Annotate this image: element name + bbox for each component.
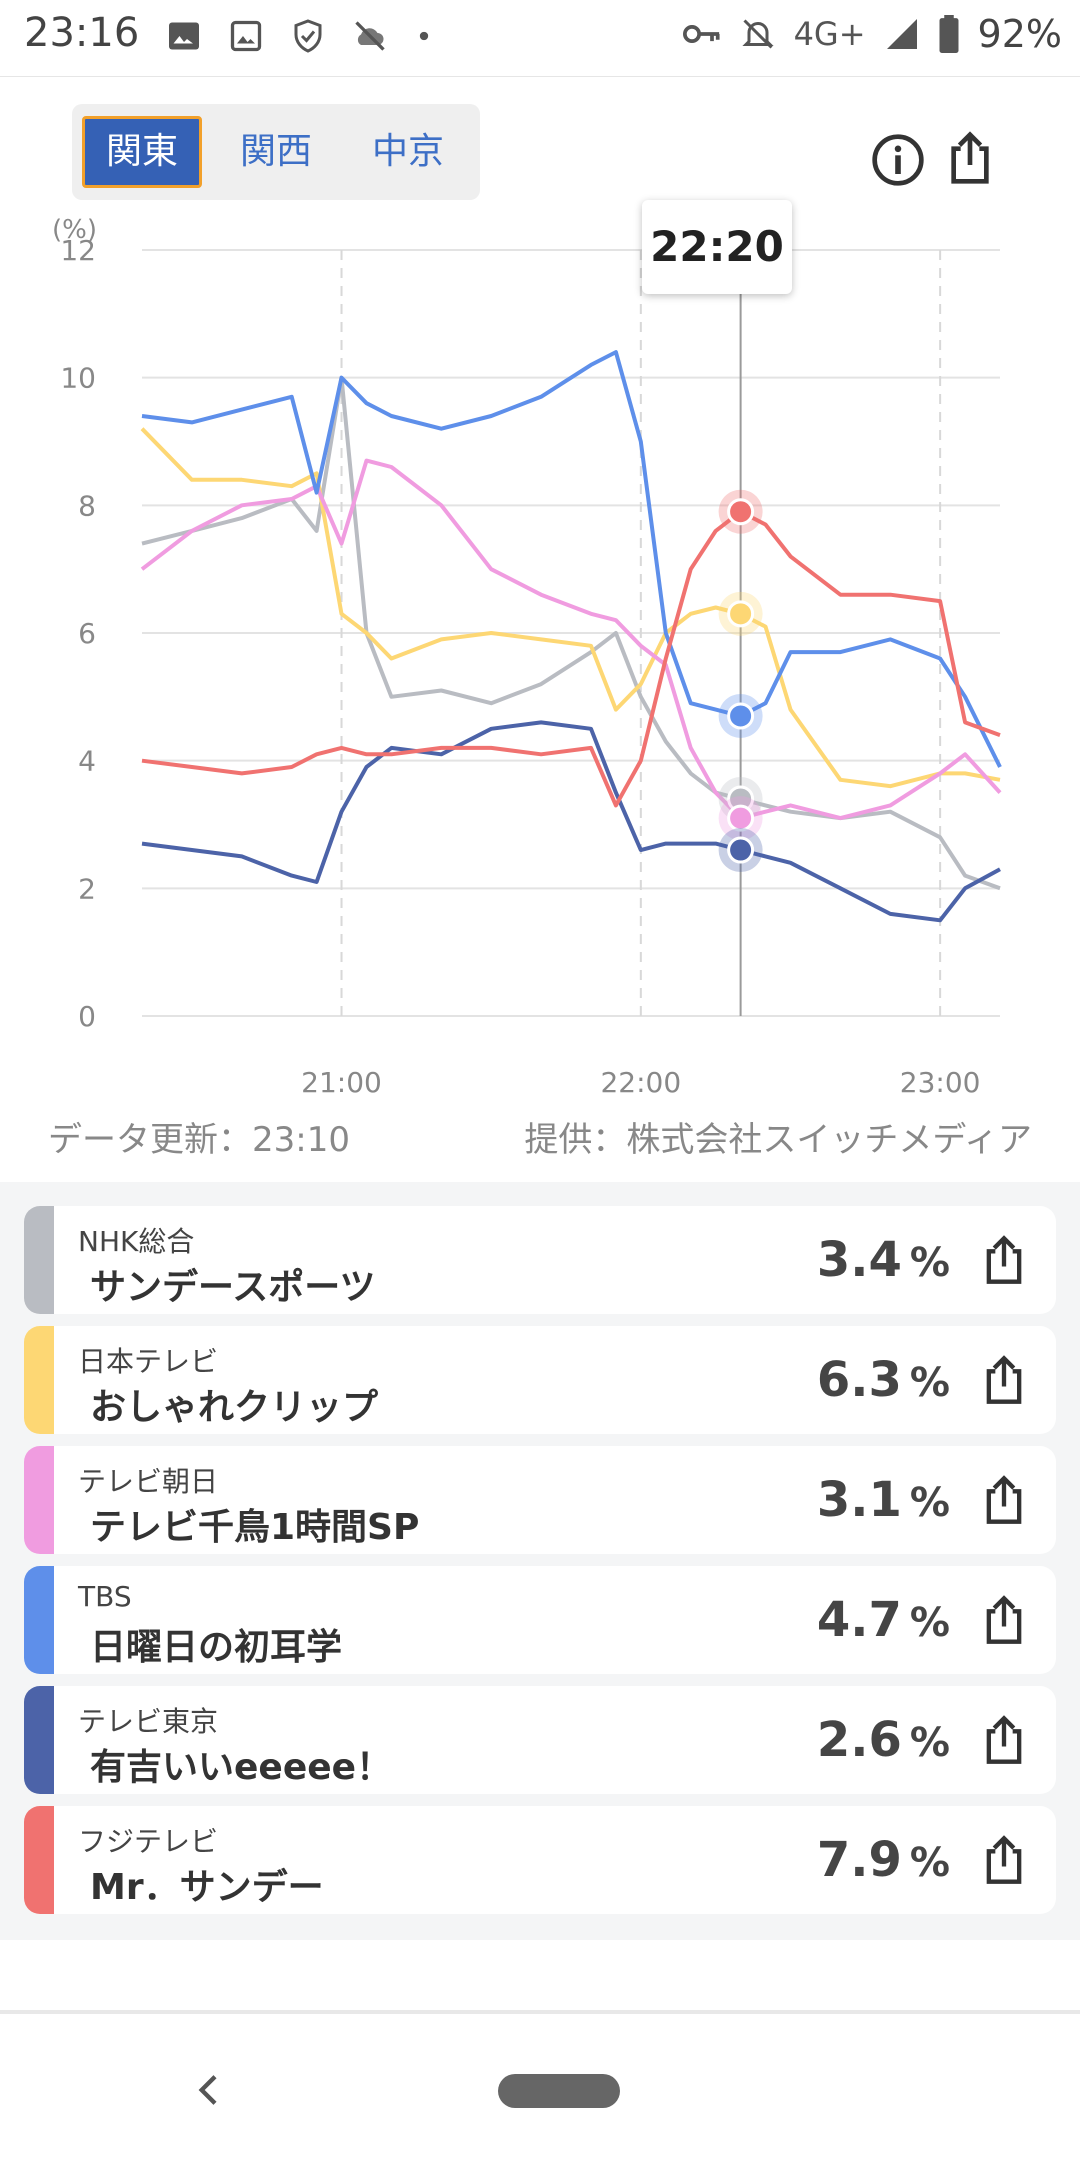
battery-percent: 92%: [977, 12, 1062, 56]
shield-icon: [294, 19, 322, 53]
program-title: サンデースポーツ: [90, 1267, 376, 1308]
battery-icon: [939, 15, 959, 53]
back-icon[interactable]: [190, 2070, 230, 2110]
share-icon[interactable]: [978, 1714, 1030, 1766]
share-icon[interactable]: [978, 1234, 1030, 1286]
program-card-ntv[interactable]: 日本テレビ おしゃれクリップ 6.3%: [24, 1326, 1056, 1434]
program-card-nhk[interactable]: NHK総合 サンデースポーツ 3.4%: [24, 1206, 1056, 1314]
time-tooltip: 22:20: [642, 200, 792, 294]
rating-value: 3.4%: [816, 1232, 950, 1288]
tab-kanto[interactable]: 関東: [82, 116, 202, 188]
program-card-tbs[interactable]: TBS 日曜日の初耳学 4.7%: [24, 1566, 1056, 1674]
rating-value: 2.6%: [816, 1712, 950, 1768]
rating-value: 4.7%: [816, 1592, 950, 1648]
cursor-point-3: [727, 702, 755, 730]
channel-name: テレビ東京: [78, 1705, 219, 1738]
tab-chukyo[interactable]: 中京: [371, 131, 444, 172]
cloud-off-icon: [355, 21, 385, 51]
x-tick-label: 23:00: [900, 1066, 981, 1099]
cursor-point-4: [727, 836, 755, 864]
share-icon[interactable]: [978, 1474, 1030, 1526]
program-card-tv-asahi[interactable]: テレビ朝日 テレビ千鳥1時間SP 3.1%: [24, 1446, 1056, 1554]
channel-color-bar: [24, 1686, 54, 1794]
vpn-key-icon: [682, 25, 720, 43]
gallery-icon: [230, 20, 262, 52]
bell-off-icon: [741, 19, 774, 49]
cursor-point-5: [727, 498, 755, 526]
dot-icon: [419, 31, 429, 41]
series-line-4: [141, 720, 1001, 923]
ratings-line-chart[interactable]: 0 2 4 6 8 10 12(%) 21:00 22:00 23:00: [0, 200, 1080, 1160]
program-title: 日曜日の初耳学: [90, 1627, 343, 1668]
series-line-3: [141, 350, 1002, 768]
y-tick-label: 6: [78, 617, 96, 650]
share-icon[interactable]: [942, 130, 998, 186]
data-provider-label: 提供：株式会社スイッチメディア: [524, 1120, 1032, 1160]
info-icon[interactable]: [870, 132, 926, 188]
cursor-point-2: [727, 804, 755, 832]
program-card-fuji[interactable]: フジテレビ Mr．サンデー 7.9%: [24, 1806, 1056, 1914]
x-tick-label: 21:00: [301, 1066, 382, 1099]
series-line-5: [141, 509, 1001, 808]
channel-name: テレビ朝日: [78, 1465, 219, 1498]
tab-kansai[interactable]: 関西: [239, 131, 312, 172]
channel-color-bar: [24, 1566, 54, 1674]
channel-name: フジテレビ: [78, 1825, 219, 1858]
program-list: NHK総合 サンデースポーツ 3.4% 日本テレビ おしゃれクリップ 6.3% …: [0, 1182, 1080, 1940]
program-title: テレビ千鳥1時間SP: [90, 1507, 420, 1548]
home-pill-icon[interactable]: [498, 2074, 620, 2108]
system-nav-bar: [0, 2010, 1080, 2164]
program-title: おしゃれクリップ: [90, 1387, 379, 1428]
series-line-2: [140, 458, 1002, 821]
channel-name: NHK総合: [78, 1225, 195, 1258]
channel-name: TBS: [78, 1580, 132, 1613]
channel-color-bar: [24, 1206, 54, 1314]
channel-color-bar: [24, 1326, 54, 1434]
x-tick-label: 22:00: [600, 1066, 681, 1099]
signal-icon: [886, 19, 917, 49]
share-icon[interactable]: [978, 1354, 1030, 1406]
y-tick-label: 8: [78, 489, 96, 522]
cursor-point-1: [727, 600, 755, 628]
status-bar: 23:16 4G+ 92%: [0, 0, 1080, 77]
program-title: 有吉いいeeeee！: [90, 1747, 393, 1788]
program-card-tv-tokyo[interactable]: テレビ東京 有吉いいeeeee！ 2.6%: [24, 1686, 1056, 1794]
y-tick-label: 0: [78, 1000, 96, 1033]
rating-value: 6.3%: [816, 1352, 950, 1408]
y-axis-unit: (%): [52, 215, 97, 245]
y-tick-label: 10: [60, 362, 96, 395]
image-icon: [169, 22, 199, 50]
channel-color-bar: [24, 1806, 54, 1914]
network-type: 4G+: [793, 15, 866, 53]
rating-value: 7.9%: [816, 1832, 950, 1888]
status-left-icons: [166, 18, 434, 54]
y-tick-label: 12: [60, 234, 96, 267]
program-title: Mr．サンデー: [90, 1867, 324, 1908]
status-right-icons: 4G+ 92%: [682, 12, 1062, 56]
share-icon[interactable]: [978, 1834, 1030, 1886]
channel-name: 日本テレビ: [78, 1345, 219, 1378]
status-time: 23:16: [24, 10, 140, 56]
y-tick-label: 2: [78, 872, 96, 905]
y-tick-label: 4: [78, 745, 96, 778]
series-line-1: [140, 427, 1001, 789]
chart-meta: データ更新：23:10 提供：株式会社スイッチメディア: [0, 1112, 1080, 1162]
channel-color-bar: [24, 1446, 54, 1554]
rating-value: 3.1%: [816, 1472, 950, 1528]
data-updated-label: データ更新：23:10: [48, 1120, 350, 1160]
region-tab-group: 関東 関西 中京: [72, 104, 480, 200]
share-icon[interactable]: [978, 1594, 1030, 1646]
